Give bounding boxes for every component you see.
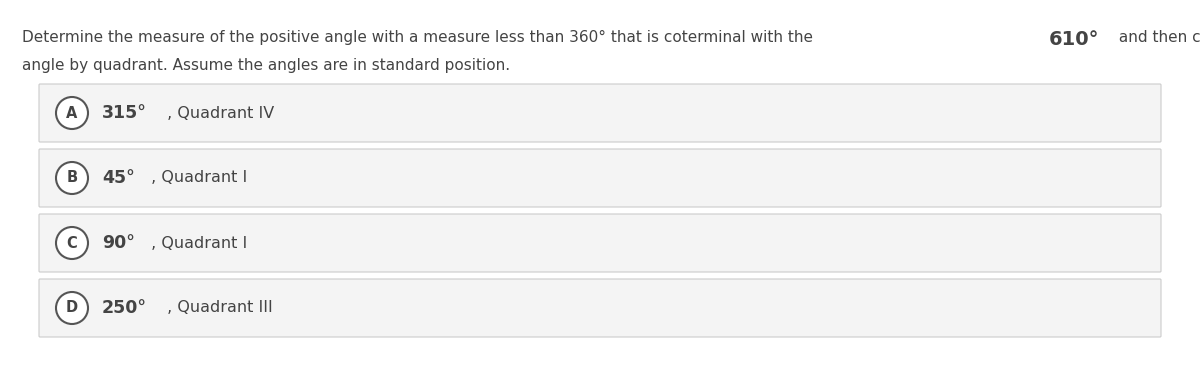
Text: 250°: 250° — [102, 299, 148, 317]
FancyBboxPatch shape — [38, 279, 1162, 337]
Circle shape — [56, 227, 88, 259]
Text: , Quadrant I: , Quadrant I — [146, 171, 247, 186]
Text: C: C — [67, 235, 77, 251]
Text: A: A — [66, 105, 78, 120]
Circle shape — [56, 162, 88, 194]
Circle shape — [56, 97, 88, 129]
Text: 315°: 315° — [102, 104, 146, 122]
Text: Determine the measure of the positive angle with a measure less than 360° that i: Determine the measure of the positive an… — [22, 30, 818, 45]
Text: 90°: 90° — [102, 234, 134, 252]
FancyBboxPatch shape — [38, 149, 1162, 207]
Text: angle by quadrant. Assume the angles are in standard position.: angle by quadrant. Assume the angles are… — [22, 58, 510, 73]
Text: , Quadrant III: , Quadrant III — [162, 300, 272, 315]
Text: and then classify the: and then classify the — [1114, 30, 1200, 45]
Text: , Quadrant I: , Quadrant I — [146, 235, 247, 251]
Text: , Quadrant IV: , Quadrant IV — [162, 105, 274, 120]
Text: 610°: 610° — [1049, 30, 1099, 49]
Circle shape — [56, 292, 88, 324]
FancyBboxPatch shape — [38, 84, 1162, 142]
Text: D: D — [66, 300, 78, 315]
Text: B: B — [66, 171, 78, 186]
Text: 45°: 45° — [102, 169, 134, 187]
FancyBboxPatch shape — [38, 214, 1162, 272]
